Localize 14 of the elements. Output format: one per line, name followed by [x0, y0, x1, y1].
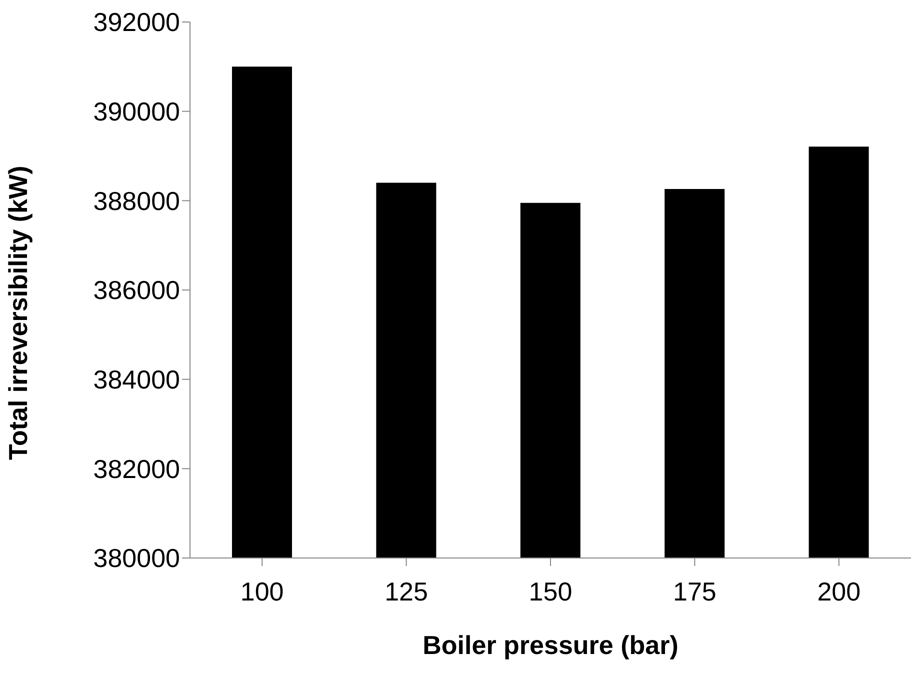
x-tick-label: 175 [673, 576, 716, 606]
y-tick-label: 390000 [93, 96, 180, 127]
y-tick-label: 392000 [93, 7, 180, 38]
y-tick-label: 382000 [93, 454, 180, 484]
y-tick-label: 380000 [93, 543, 180, 574]
x-axis-title: Boiler pressure (bar) [422, 630, 678, 660]
y-tick-label: 388000 [93, 186, 180, 216]
x-tick-label: 150 [528, 576, 572, 606]
x-tick-label: 125 [384, 576, 428, 606]
y-axis-title: Total irreversibility (kW) [3, 166, 34, 460]
y-tick-label: 386000 [93, 275, 180, 306]
x-tick-label: 100 [240, 576, 284, 606]
x-tick-label: 200 [817, 576, 861, 606]
y-tick-label: 384000 [93, 364, 180, 395]
